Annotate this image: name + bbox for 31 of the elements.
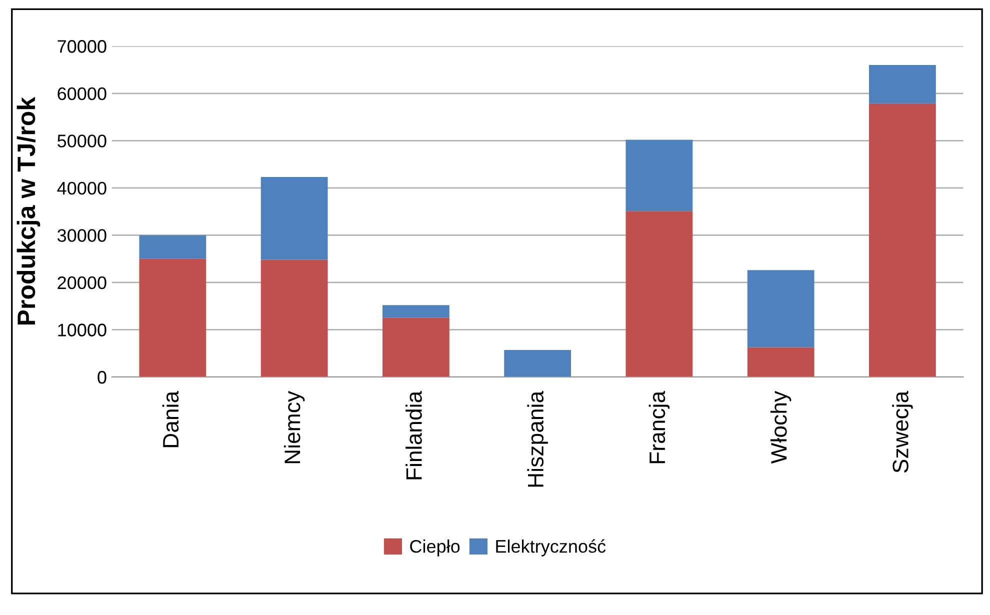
y-tick-label: 50000 [58,134,106,148]
bar [504,350,572,377]
y-tick-label: 70000 [58,40,106,53]
legend-label: Elektryczność [496,539,606,556]
x-tick-label: Hiszpania [527,390,548,487]
y-tick-label: 10000 [58,324,106,336]
bar [869,103,936,377]
bar [626,211,693,377]
bar [747,270,814,348]
bar [260,177,328,260]
bar [747,347,814,377]
y-tick-label: 30000 [57,229,106,242]
y-tick-label: 40000 [57,182,106,195]
bar [869,65,936,104]
bar [626,140,693,212]
y-tick-label: 20000 [58,276,106,290]
y-axis-title: Produkcja w TJ/rok [16,96,40,324]
y-tick-label: 0 [98,370,106,384]
x-tick-label: Szwecja [892,390,913,473]
y-tick-label: 60000 [58,87,106,100]
x-tick-label: Włochy [770,390,792,464]
legend-label: Ciepło [410,540,460,556]
bar [139,258,206,377]
x-tick-label: Dania [162,390,179,448]
bar [382,318,450,377]
bar [139,235,206,259]
x-tick-label: Francja [648,390,670,464]
bar [260,260,328,377]
x-tick-label: Finlandia [406,390,422,480]
bar [382,305,450,318]
x-tick-label: Niemcy [284,390,305,464]
